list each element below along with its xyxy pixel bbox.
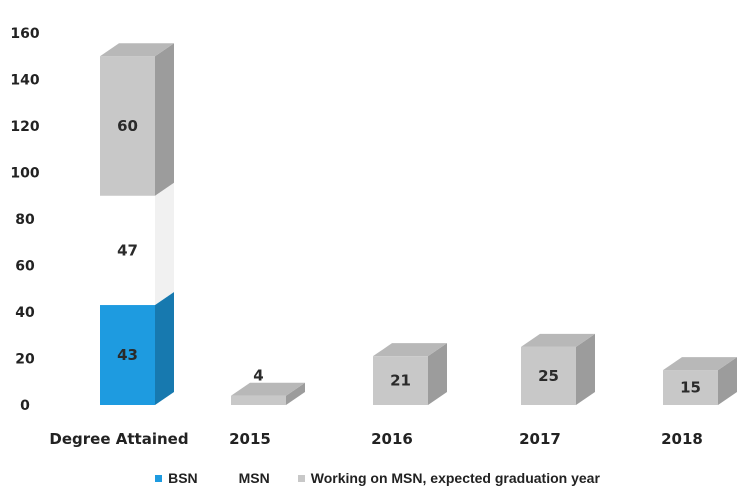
bar-degree-attained-working-on-msn-expected-graduation-year-front	[100, 56, 155, 196]
y-tick-label: 120	[10, 119, 39, 135]
y-tick-label: 60	[15, 259, 35, 275]
bar-2018-working-on-msn-expected-graduation-year-top	[663, 357, 737, 371]
y-tick-label: 40	[15, 305, 35, 321]
data-label: 21	[390, 372, 411, 390]
legend-item-bsn: BSN	[155, 470, 198, 486]
legend-swatch-working	[297, 474, 305, 482]
x-tick-label: 2016	[371, 430, 413, 448]
bar-degree-attained-bsn-front	[100, 305, 155, 405]
bar-2015-working-on-msn-expected-graduation-year-side	[286, 382, 305, 405]
bar-2018-working-on-msn-expected-graduation-year-side	[718, 357, 737, 405]
bar-degree-attained-bsn-side	[155, 292, 174, 405]
legend-item-msn: MSN	[225, 470, 270, 486]
data-label: 60	[117, 117, 138, 135]
x-tick-label: Degree Attained	[49, 430, 188, 448]
legend-label-msn: MSN	[238, 470, 270, 486]
y-tick-label: 20	[15, 352, 35, 368]
bar-2015-working-on-msn-expected-graduation-year-front	[231, 395, 286, 405]
bar-2018-working-on-msn-expected-graduation-year-front	[663, 370, 718, 405]
y-tick-label: 140	[10, 73, 39, 89]
y-tick-label: 160	[10, 26, 39, 42]
y-tick-label: 100	[10, 166, 39, 182]
y-tick-label: 80	[15, 212, 35, 228]
bar-2017-working-on-msn-expected-graduation-year-top	[521, 333, 595, 347]
bar-2015-working-on-msn-expected-graduation-year-top	[231, 382, 305, 396]
legend: BSN MSN Working on MSN, expected graduat…	[0, 470, 755, 486]
data-label: 25	[538, 367, 559, 385]
y-tick-label: 0	[20, 398, 30, 414]
data-label: 15	[680, 379, 701, 397]
legend-label-bsn: BSN	[168, 470, 198, 486]
bar-degree-attained-working-on-msn-expected-graduation-year-top	[100, 43, 174, 57]
data-label: 47	[117, 241, 138, 259]
x-tick-label: 2015	[229, 430, 271, 448]
bar-2017-working-on-msn-expected-graduation-year-side	[576, 333, 595, 405]
bar-2016-working-on-msn-expected-graduation-year-front	[373, 356, 428, 405]
bar-2017-working-on-msn-expected-graduation-year-front	[521, 346, 576, 405]
legend-item-working: Working on MSN, expected graduation year	[297, 470, 600, 486]
legend-swatch-bsn	[155, 474, 163, 482]
legend-swatch-msn	[225, 474, 233, 482]
legend-label-working: Working on MSN, expected graduation year	[310, 470, 600, 486]
bar-degree-attained-msn-side	[155, 182, 174, 306]
bar-degree-attained-working-on-msn-expected-graduation-year-side	[155, 43, 174, 196]
data-label: 43	[117, 346, 138, 364]
data-label: 4	[253, 367, 263, 385]
bar-degree-attained-msn-front	[100, 195, 155, 306]
x-tick-label: 2018	[661, 430, 703, 448]
x-tick-label: 2017	[519, 430, 561, 448]
bar-2016-working-on-msn-expected-graduation-year-top	[373, 343, 447, 357]
bar-2016-working-on-msn-expected-graduation-year-side	[428, 343, 447, 405]
